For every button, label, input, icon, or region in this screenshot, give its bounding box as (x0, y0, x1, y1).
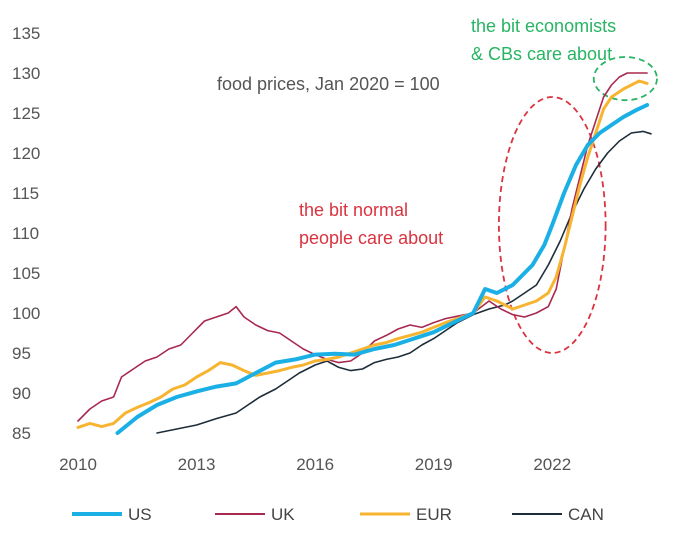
y-tick-90: 90 (12, 384, 31, 403)
highlight-ellipses (497, 56, 658, 354)
x-tick-2019: 2019 (415, 455, 453, 474)
annotation-normal-line-1: the bit normal (299, 200, 408, 220)
x-tick-2016: 2016 (296, 455, 334, 474)
series-line-can (156, 130, 652, 434)
y-tick-130: 130 (12, 64, 40, 83)
chart-subtitle: food prices, Jan 2020 = 100 (217, 74, 440, 94)
annotation-economists: the bit economists & CBs care about (471, 16, 621, 64)
y-tick-110: 110 (12, 224, 39, 243)
x-tick-2010: 2010 (59, 455, 97, 474)
series-line-us (115, 103, 650, 435)
legend-label-can: CAN (568, 505, 604, 524)
legend: US UK EUR CAN (72, 505, 604, 524)
y-tick-115: 115 (12, 184, 39, 203)
x-tick-2022: 2022 (533, 455, 571, 474)
y-tick-120: 120 (12, 144, 40, 163)
normal-ellipse (497, 96, 607, 354)
legend-label-uk: UK (271, 505, 295, 524)
series-lines (76, 72, 652, 435)
y-tick-85: 85 (12, 424, 31, 443)
econ-ellipse (592, 56, 658, 102)
series-line-uk (77, 72, 648, 422)
series-line-eur (76, 79, 649, 429)
annotation-normal-people: the bit normal people care about (299, 200, 443, 248)
y-tick-135: 135 (12, 24, 40, 43)
legend-label-eur: EUR (416, 505, 452, 524)
x-axis-tick-labels: 2010 2013 2016 2019 2022 (59, 455, 571, 474)
annotation-econ-line-1: the bit economists (471, 16, 616, 36)
y-tick-100: 100 (12, 304, 40, 323)
y-axis-tick-labels: 85 90 95 100 105 110 115 120 125 130 135 (12, 24, 40, 443)
y-tick-125: 125 (12, 104, 40, 123)
y-tick-105: 105 (12, 264, 40, 283)
x-tick-2013: 2013 (178, 455, 216, 474)
annotation-econ-line-2: & CBs care about (471, 44, 612, 64)
legend-label-us: US (128, 505, 152, 524)
annotation-normal-line-2: people care about (299, 228, 443, 248)
y-tick-95: 95 (12, 344, 31, 363)
